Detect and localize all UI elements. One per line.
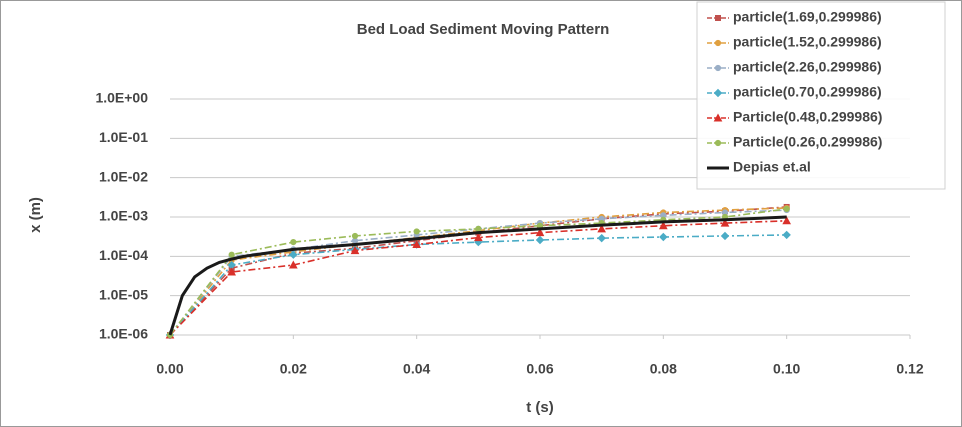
- y-tick-label: 1.0E-05: [99, 286, 148, 302]
- marker: [350, 246, 360, 255]
- x-tick-label: 0.12: [896, 361, 923, 377]
- marker: [228, 251, 235, 258]
- y-tick-label: 1.0E-04: [99, 247, 148, 263]
- legend-label: particle(1.69,0.299986): [733, 9, 882, 25]
- x-tick-label: 0.02: [280, 361, 307, 377]
- legend-label: Particle(0.26,0.299986): [733, 134, 882, 150]
- marker: [782, 230, 791, 240]
- y-tick-label: 1.0E-01: [99, 129, 148, 145]
- x-tick-label: 0.04: [403, 361, 430, 377]
- x-tick-label: 0.08: [650, 361, 677, 377]
- series-line: [169, 220, 787, 336]
- marker: [413, 228, 420, 235]
- marker: [715, 15, 721, 21]
- marker: [720, 218, 730, 227]
- marker: [473, 233, 483, 242]
- marker: [288, 260, 298, 269]
- legend-label: Depias et.al: [733, 159, 811, 175]
- legend-label: particle(0.70,0.299986): [733, 84, 882, 100]
- series-line: [168, 215, 787, 336]
- legend-label: particle(1.52,0.299986): [733, 34, 882, 50]
- x-tick-label: 0.10: [773, 361, 800, 377]
- marker: [659, 232, 668, 242]
- y-tick-label: 1.0E-02: [99, 168, 148, 184]
- x-tick-label: 0.06: [526, 361, 553, 377]
- marker: [227, 267, 237, 276]
- marker: [658, 221, 668, 230]
- marker: [412, 239, 422, 248]
- marker: [783, 205, 790, 213]
- chart-title: Bed Load Sediment Moving Pattern: [357, 21, 610, 38]
- marker: [713, 88, 723, 98]
- legend-box: [696, 1, 946, 190]
- marker: [782, 216, 792, 225]
- marker: [597, 233, 606, 243]
- marker: [289, 250, 298, 259]
- marker: [720, 231, 730, 241]
- marker: [714, 139, 722, 147]
- marker: [714, 39, 722, 47]
- grid: 1.0E+00 1.0E-01 1.0E-02 1.0E-03 1.0E-04 1.0E-…: [95, 90, 923, 377]
- legend-label: particle(2.26,0.299986): [733, 59, 882, 75]
- marker: [290, 239, 297, 246]
- marker: [535, 235, 545, 245]
- y-tick-label: 1.0E-06: [99, 326, 148, 342]
- marker: [714, 64, 722, 72]
- plot-area: [165, 203, 792, 340]
- x-axis-title: t (s): [526, 399, 554, 416]
- x-tick-label: 0.00: [156, 361, 183, 377]
- y-tick-label: 1.0E-03: [99, 208, 148, 224]
- marker: [535, 228, 545, 237]
- legend-label: Particle(0.48,0.299986): [733, 109, 882, 125]
- y-axis-title: x (m): [27, 197, 44, 233]
- legend: particle(1.69,0.299986) particle(1.52,0.2…: [696, 1, 946, 190]
- y-tick-label: 1.0E+00: [95, 90, 148, 106]
- marker: [475, 225, 482, 232]
- marker: [597, 224, 607, 233]
- marker: [713, 113, 723, 122]
- marker: [351, 232, 359, 240]
